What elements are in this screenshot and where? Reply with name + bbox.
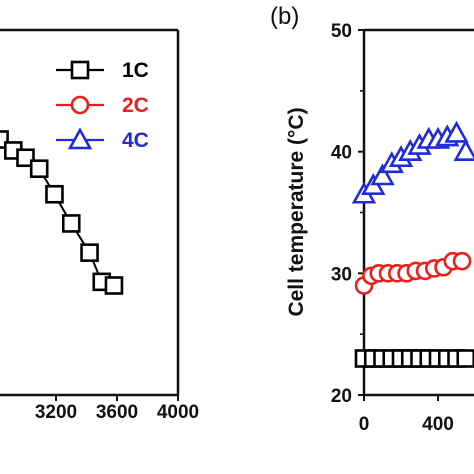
x-tick-label: 3600 — [96, 402, 138, 423]
data-point — [0, 130, 9, 149]
x-tick-label: 4000 — [157, 402, 199, 423]
x-tick-label: 400 — [422, 414, 454, 435]
legend-label: 2C — [122, 94, 149, 117]
data-point — [104, 276, 124, 295]
data-point-4c — [444, 120, 469, 143]
y-axis-label: Cell temperature (°C) — [285, 107, 308, 316]
data-point-2c — [452, 251, 472, 271]
panel-a-series — [0, 130, 124, 295]
data-point — [29, 159, 49, 178]
data-point — [16, 148, 35, 168]
panel-a-x-ticks: 3200 3600 4000 — [35, 395, 199, 423]
legend: 1C 2C 4C — [56, 59, 149, 152]
legend-label: 4C — [122, 129, 149, 152]
x-tick-label: 3200 — [35, 402, 77, 423]
panel-b-series — [351, 120, 474, 368]
panel-a: 3200 3600 4000 1C 2C 4C — [0, 28, 199, 423]
data-point — [45, 184, 64, 204]
panel-b-y-ticks: 20 30 40 50 — [331, 21, 364, 407]
y-tick-label: 30 — [331, 264, 352, 285]
legend-marker — [67, 127, 93, 150]
x-tick-label: 0 — [359, 414, 370, 435]
data-point-4c — [370, 163, 395, 186]
panel-b: (b) Cell temperature (°C) 20 30 40 50 0 400 — [270, 3, 474, 435]
data-point — [61, 214, 81, 233]
legend-label: 1C — [122, 59, 149, 82]
panel-b-x-ticks: 0 400 — [359, 395, 454, 435]
legend-marker — [70, 95, 90, 115]
y-tick-label: 20 — [331, 386, 352, 407]
data-point-4c — [453, 138, 474, 161]
panel-b-label: (b) — [270, 3, 299, 30]
data-point-1c — [456, 349, 474, 368]
legend-marker — [70, 60, 90, 80]
data-point — [80, 243, 99, 262]
y-tick-label: 40 — [331, 143, 352, 164]
y-tick-label: 50 — [331, 21, 352, 42]
